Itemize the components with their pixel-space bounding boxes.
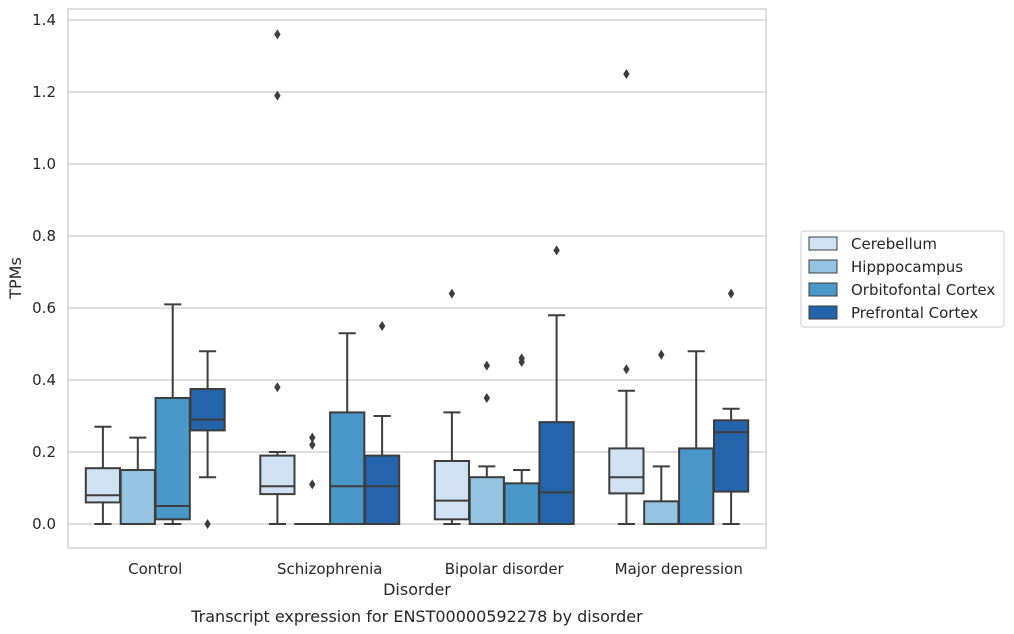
box-2-1 [329,332,366,525]
box-body [433,460,471,521]
box-1-0 [119,436,156,525]
box-0-2 [433,288,471,525]
box-body [154,397,191,521]
box-3-0 [189,350,226,529]
legend-frame [800,230,1005,328]
box-body [119,469,156,525]
box-body [608,447,645,495]
outlier-point [623,364,630,375]
y-tick-label: 0.6 [32,299,56,317]
y-tick-label: 0.4 [32,371,56,389]
box-body [84,467,122,504]
box-body [503,482,540,526]
box-body [189,388,226,432]
legend: Cerebellum Hipppocampus Orbitofontal Corte… [800,230,1005,328]
box-3-3 [712,288,750,525]
outlier-point [623,69,630,79]
legend-label: Hipppocampus [851,258,963,276]
box-body [678,447,715,525]
plot-area-frame [67,8,767,549]
box-2-3 [678,350,715,525]
x-tick-label: Major depression [615,560,743,578]
y-tick-label: 0.2 [32,443,56,461]
outlier-point [448,288,456,299]
box-groups [84,29,750,529]
outlier-point [309,479,316,490]
box-body [259,454,296,496]
outlier-point [658,349,665,360]
box-1-2 [468,360,505,526]
outlier-point [309,439,316,450]
y-tick-label: 0.0 [32,515,56,533]
y-tick-label: 1.4 [32,11,56,29]
outlier-point [483,360,490,371]
y-tick-label: 1.0 [32,155,56,173]
x-axis-label: Disorder [383,580,451,599]
outlier-point [553,245,560,256]
outlier-point [518,353,525,364]
chart-caption: Transcript expression for ENST0000059227… [190,607,643,626]
box-3-1 [363,321,401,526]
x-tick-label: Schizophrenia [277,560,382,578]
legend-swatch [808,282,838,297]
outlier-point [204,519,211,529]
box-1-1 [294,432,331,526]
y-axis-ticks: 0.0 0.2 0.4 0.6 0.8 1.0 1.2 1.4 [32,11,56,533]
box-0-3 [608,69,645,525]
box-body [712,419,750,493]
box-2-0 [154,303,191,525]
x-axis-ticks: Control Schizophrenia Bipolar disorder Majo… [128,560,743,578]
box-body [538,421,575,525]
legend-label: Cerebellum [851,235,937,253]
outlier-point [309,432,316,443]
y-tick-label: 1.2 [32,83,56,101]
outlier-point [378,321,386,331]
box-0-1 [259,29,296,525]
box-body [363,454,401,526]
legend-label: Prefrontal Cortex [851,304,978,322]
box-2-2 [503,353,540,526]
legend-swatch [808,305,838,320]
outlier-point [274,90,281,101]
outlier-point [483,393,490,403]
y-tick-label: 0.8 [32,227,56,245]
box-body [468,476,505,526]
box-0-0 [84,425,122,525]
x-tick-label: Bipolar disorder [445,560,565,578]
outlier-point [727,288,735,299]
outlier-point [274,382,281,393]
box-1-3 [643,349,680,526]
outlier-point [274,29,281,40]
box-3-2 [538,245,575,525]
box-body [329,411,366,525]
legend-swatch [808,259,838,274]
legend-label: Orbitofontal Cortex [851,281,995,299]
box-body [643,500,680,526]
x-tick-label: Control [128,560,182,578]
legend-swatch [808,236,838,251]
y-axis-label: TPMs [6,257,25,300]
